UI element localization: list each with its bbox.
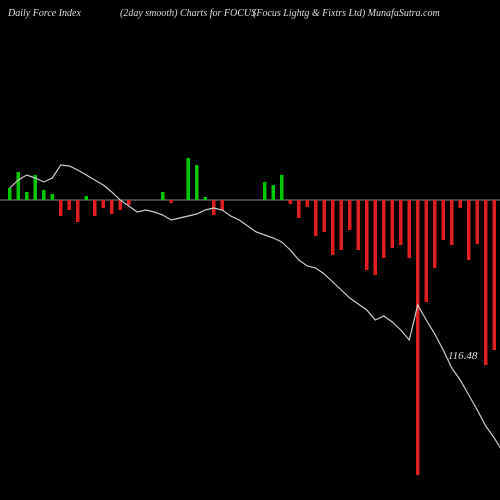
title-left: Daily Force Index	[8, 8, 81, 19]
force-index-chart	[0, 30, 500, 500]
chart-header: Daily Force Index (2day smooth) Charts f…	[0, 8, 500, 28]
title-mid: (2day smooth) Charts for FOCUS	[120, 8, 256, 19]
last-value-label: 116.48	[448, 350, 477, 362]
title-right: (Focus Lightg & Fixtrs Ltd) MunafaSutra.…	[253, 8, 440, 19]
